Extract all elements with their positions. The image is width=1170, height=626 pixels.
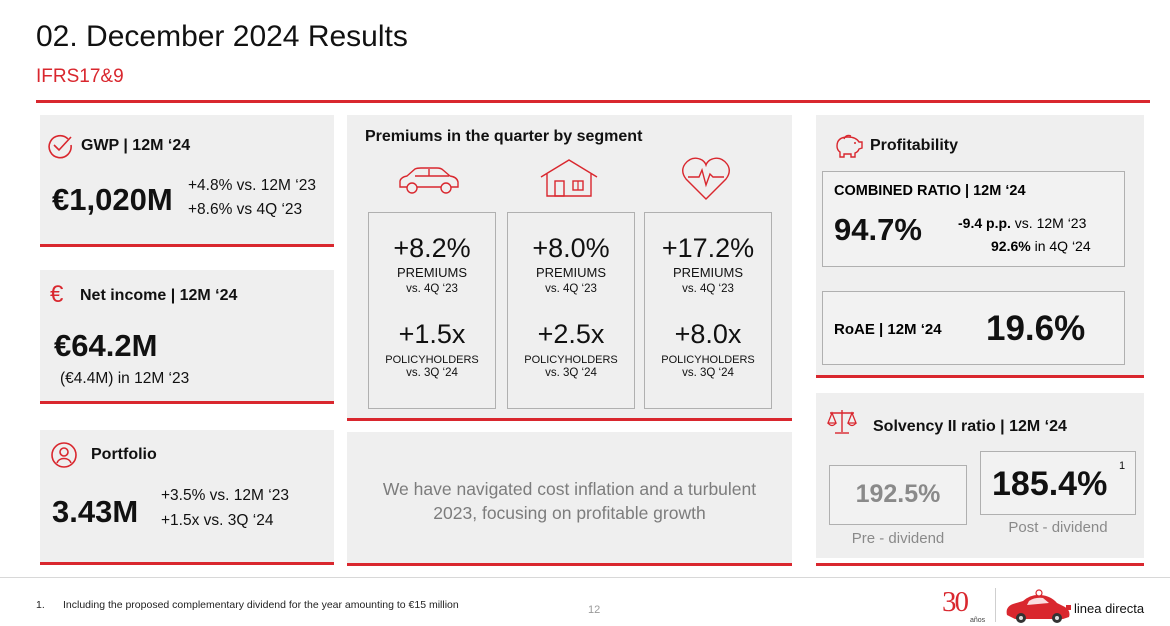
segment-policyholder-label: POLICYHOLDERS: [661, 354, 755, 366]
profitability-divider: [816, 375, 1144, 378]
solvency-post-value: 185.4%: [992, 465, 1108, 503]
roae-label: RoAE | 12M ‘24: [834, 321, 942, 338]
portfolio-label: Portfolio: [91, 446, 157, 463]
euro-icon: €: [50, 281, 64, 308]
check-circle-icon: [48, 134, 72, 159]
segment-policyholder-label: POLICYHOLDERS: [524, 354, 618, 366]
net-income-value: €64.2M: [54, 328, 158, 363]
footnote-number: 1.: [36, 599, 45, 611]
piggy-bank-icon: [836, 134, 863, 158]
scale-icon: [827, 410, 857, 434]
roae-box: RoAE | 12M ‘24 19.6%: [822, 291, 1125, 365]
segment-health-box: +17.2% PREMIUMS vs. 4Q ‘23 +8.0x POLICYH…: [644, 212, 772, 409]
segment-policyholder-growth: +2.5x: [537, 319, 605, 349]
solvency-pre-value: 192.5%: [855, 480, 941, 508]
quote-line-1: We have navigated cost inflation and a t…: [382, 479, 757, 499]
combined-ratio-value: 94.7%: [834, 212, 922, 247]
segment-policyholder-period: vs. 3Q ‘24: [682, 367, 734, 379]
profitability-panel: Profitability COMBINED RATIO | 12M ‘24 9…: [816, 115, 1144, 376]
segment-premium-growth: +8.0%: [532, 233, 610, 263]
gwp-divider: [40, 244, 334, 247]
solvency-label: Solvency II ratio | 12M ‘24: [873, 418, 1067, 435]
combined-ratio-label: COMBINED RATIO | 12M ‘24: [834, 183, 1026, 199]
user-icon: [51, 442, 77, 468]
segment-premium-label: PREMIUMS: [396, 265, 468, 280]
combined-ratio-box: COMBINED RATIO | 12M ‘24 94.7% -9.4 p.p.…: [822, 171, 1125, 267]
quote-panel: We have navigated cost inflation and a t…: [347, 432, 792, 564]
segment-motor-box: +8.2% PREMIUMS vs. 4Q ‘23 +1.5x POLICYHO…: [368, 212, 496, 409]
solvency-panel: Solvency II ratio | 12M ‘24 192.5% Pre -…: [816, 393, 1144, 558]
portfolio-value: 3.43M: [52, 494, 139, 529]
linea-directa-car-logo: [1006, 589, 1070, 623]
segment-policyholder-label: POLICYHOLDERS: [385, 354, 479, 366]
anniversary-number: 30: [942, 586, 969, 618]
segment-premium-label: PREMIUMS: [672, 265, 744, 280]
footnote-text: Including the proposed complementary div…: [63, 599, 459, 611]
combined-ratio-delta-yoy: -9.4 p.p. vs. 12M ‘23: [958, 215, 1087, 231]
page-title: 02. December 2024 Results: [36, 20, 408, 53]
header-divider: [36, 100, 1150, 103]
footer-divider: [0, 577, 1170, 578]
combined-ratio-4q: 92.6% in 4Q ‘24: [991, 238, 1091, 254]
segment-premium-growth: +8.2%: [393, 233, 471, 263]
solvency-pre-label: Pre - dividend: [851, 530, 945, 547]
car-icon: [399, 167, 459, 194]
segment-premium-period: vs. 4Q ‘23: [545, 283, 597, 295]
segment-home-box: +8.0% PREMIUMS vs. 4Q ‘23 +2.5x POLICYHO…: [507, 212, 635, 409]
net-income-panel: € Net income | 12M ‘24 €64.2M (€4.4M) in…: [40, 270, 334, 403]
gwp-panel: GWP | 12M ‘24 €1,020M +4.8% vs. 12M ‘23 …: [40, 115, 334, 246]
quote-line-2: 2023, focusing on profitable growth: [433, 503, 706, 523]
page-subtitle: IFRS17&9: [36, 66, 124, 87]
segment-policyholder-period: vs. 3Q ‘24: [406, 367, 458, 379]
portfolio-delta-qoq: +1.5x vs. 3Q ‘24: [161, 512, 274, 529]
segment-policyholder-growth: +1.5x: [398, 319, 466, 349]
segment-policyholder-period: vs. 3Q ‘24: [545, 367, 597, 379]
home-icon: [540, 159, 598, 197]
solvency-post-footnote-marker: 1: [1119, 460, 1126, 472]
portfolio-divider: [40, 562, 334, 565]
portfolio-delta-yoy: +3.5% vs. 12M ‘23: [161, 487, 289, 504]
footer-logo-separator: [995, 588, 996, 622]
solvency-post-box: 185.4% 1: [980, 451, 1136, 515]
gwp-label: GWP | 12M ‘24: [81, 137, 191, 154]
quote-divider: [347, 563, 792, 566]
net-income-divider: [40, 401, 334, 404]
net-income-prior: (€4.4M) in 12M ‘23: [60, 370, 190, 387]
solvency-divider: [816, 563, 1144, 566]
premiums-divider: [347, 418, 792, 421]
roae-value: 19.6%: [986, 309, 1086, 348]
segment-policyholder-growth: +8.0x: [674, 319, 742, 349]
gwp-delta-qoq: +8.6% vs 4Q ‘23: [188, 201, 303, 218]
gwp-value: €1,020M: [52, 182, 173, 217]
solvency-pre-box: 192.5%: [829, 465, 967, 525]
segment-premium-period: vs. 4Q ‘23: [682, 283, 734, 295]
heart-pulse-icon: [682, 157, 730, 200]
premiums-title: Premiums in the quarter by segment: [365, 128, 643, 145]
segment-premium-label: PREMIUMS: [535, 265, 607, 280]
brand-dot-icon: [1066, 605, 1071, 610]
portfolio-panel: Portfolio 3.43M +3.5% vs. 12M ‘23 +1.5x …: [40, 430, 334, 564]
profitability-label: Profitability: [870, 137, 959, 154]
anniversary-word: años: [970, 617, 986, 624]
segment-premium-period: vs. 4Q ‘23: [406, 283, 458, 295]
brand-name: linea directa: [1074, 601, 1145, 616]
gwp-delta-yoy: +4.8% vs. 12M ‘23: [188, 177, 316, 194]
page-number: 12: [588, 604, 601, 616]
segment-premium-growth: +17.2%: [661, 233, 755, 263]
solvency-post-label: Post - dividend: [1008, 519, 1108, 536]
net-income-label: Net income | 12M ‘24: [80, 287, 238, 304]
